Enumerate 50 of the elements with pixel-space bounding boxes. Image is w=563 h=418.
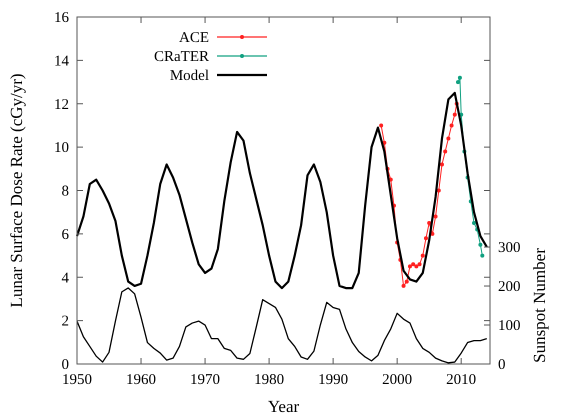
x-tick-label: 1950 xyxy=(62,372,92,388)
y-tick-label: 2 xyxy=(62,314,69,330)
x-tick-label: 2000 xyxy=(382,372,412,388)
x-tick-label: 1960 xyxy=(126,372,156,388)
y-tick-label: 6 xyxy=(62,226,70,243)
y-tick-label: 8 xyxy=(62,184,69,200)
y-tick-label: 10 xyxy=(54,140,69,156)
point xyxy=(424,236,428,240)
point xyxy=(446,136,450,140)
point xyxy=(440,162,444,166)
legend-label: CRaTER xyxy=(154,49,209,65)
point xyxy=(450,123,454,128)
y-axis-title: Lunar Surface Dose Rate (cGy/yr) xyxy=(7,73,26,308)
point xyxy=(420,254,425,258)
y2-tick-label: 100 xyxy=(498,318,520,334)
y-tick-label: 16 xyxy=(54,10,70,26)
point xyxy=(408,264,412,268)
point xyxy=(436,188,441,192)
point xyxy=(443,149,448,154)
x-tick-label: 2010 xyxy=(446,372,476,388)
point xyxy=(404,280,409,284)
line-series xyxy=(76,92,488,290)
x-tick-label: 1990 xyxy=(318,372,348,388)
y2-axis-title: Sunspot Number xyxy=(530,248,549,363)
y-tick-label: 12 xyxy=(54,96,69,113)
y-tick-label: 14 xyxy=(54,53,70,70)
point xyxy=(414,264,418,268)
legend-label: ACE xyxy=(179,30,209,46)
point xyxy=(411,262,416,266)
y-tick-label: 4 xyxy=(62,270,70,286)
point xyxy=(452,112,457,117)
y-tick-label: 0 xyxy=(62,357,69,373)
y2-tick-label: 0 xyxy=(498,357,506,373)
y2-tick-label: 200 xyxy=(498,279,520,296)
x-tick-label: 1970 xyxy=(190,372,220,388)
point xyxy=(379,123,384,128)
point xyxy=(480,254,484,258)
line-series xyxy=(76,287,488,364)
point xyxy=(427,221,432,226)
point xyxy=(478,242,482,247)
y2-tick-label: 300 xyxy=(498,240,520,256)
point xyxy=(472,221,476,226)
legend-label: Model xyxy=(170,68,209,84)
point xyxy=(456,80,460,84)
x-tick-label: 1980 xyxy=(254,372,284,388)
x-axis-title: Year xyxy=(268,397,300,416)
point xyxy=(418,262,422,266)
point xyxy=(402,284,406,288)
point xyxy=(458,76,462,80)
point xyxy=(434,214,438,219)
